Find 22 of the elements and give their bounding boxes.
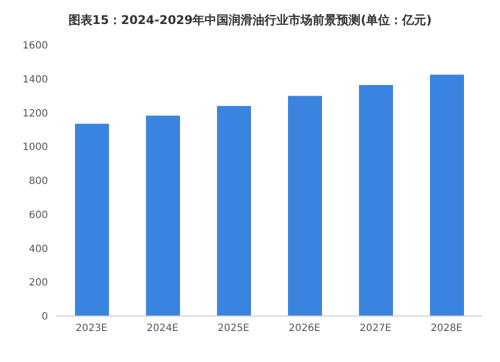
y-tick-label: 1600 [22,40,48,52]
bar [146,116,180,316]
x-tick-label: 2028E [430,323,462,334]
x-tick-label: 2025E [218,323,250,334]
y-tick-label: 800 [28,176,48,188]
y-tick-label: 1000 [22,142,48,154]
x-tick-label: 2024E [146,323,178,334]
y-tick-label: 400 [28,244,48,255]
bar [430,74,464,316]
bar [75,124,109,316]
y-tick-label: 600 [28,210,48,221]
y-tick-label: 0 [42,312,48,323]
y-tick-label: 1200 [22,108,48,120]
x-tick-label: 2026E [288,323,320,334]
y-tick-label: 1400 [22,74,48,86]
x-tick-label: 2023E [76,323,108,334]
chart-title: 图表15：2024-2029年中国润滑油行业市场前景预测(单位：亿元) [67,12,433,29]
bar [359,84,393,316]
bar [288,96,322,316]
y-tick-label: 200 [28,278,48,289]
x-tick-label: 2027E [360,323,392,334]
bar [217,106,251,316]
